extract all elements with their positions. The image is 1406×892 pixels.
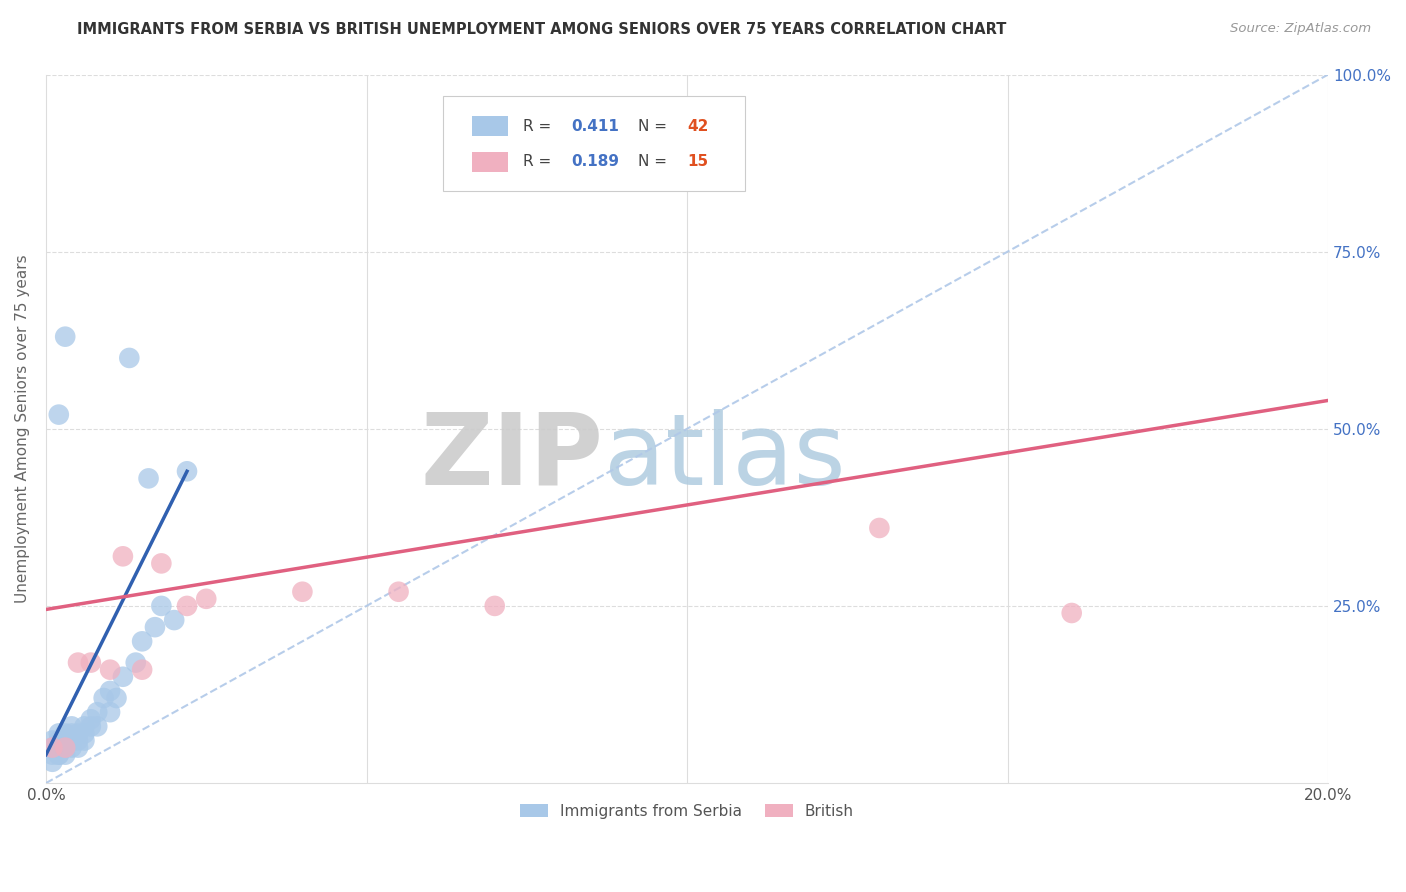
Point: [131, 663, 153, 677]
Point: [707, 117, 730, 131]
Point: [176, 599, 198, 613]
Point: [66, 733, 89, 747]
Point: [48, 408, 70, 422]
Point: [387, 584, 409, 599]
Point: [150, 557, 173, 571]
Point: [195, 591, 218, 606]
Point: [48, 740, 70, 755]
Point: [48, 733, 70, 747]
Text: 15: 15: [688, 154, 709, 169]
Point: [163, 613, 186, 627]
Point: [41, 740, 63, 755]
Point: [60, 719, 83, 733]
Point: [143, 620, 166, 634]
Point: [41, 755, 63, 769]
Text: 0.189: 0.189: [572, 154, 620, 169]
Point: [48, 740, 70, 755]
Point: [125, 656, 148, 670]
Point: [86, 719, 108, 733]
Legend: Immigrants from Serbia, British: Immigrants from Serbia, British: [515, 797, 860, 825]
Point: [53, 740, 76, 755]
Point: [80, 656, 103, 670]
Text: atlas: atlas: [603, 409, 845, 506]
Point: [73, 733, 96, 747]
Point: [41, 740, 63, 755]
Point: [118, 351, 141, 365]
Point: [73, 719, 96, 733]
Text: IMMIGRANTS FROM SERBIA VS BRITISH UNEMPLOYMENT AMONG SENIORS OVER 75 YEARS CORRE: IMMIGRANTS FROM SERBIA VS BRITISH UNEMPL…: [77, 22, 1007, 37]
FancyBboxPatch shape: [471, 116, 508, 136]
Point: [48, 747, 70, 762]
Point: [150, 599, 173, 613]
FancyBboxPatch shape: [471, 152, 508, 171]
Point: [86, 705, 108, 719]
Point: [176, 464, 198, 478]
Text: ZIP: ZIP: [420, 409, 603, 506]
Y-axis label: Unemployment Among Seniors over 75 years: Unemployment Among Seniors over 75 years: [15, 254, 30, 603]
Point: [291, 584, 314, 599]
Point: [48, 726, 70, 740]
FancyBboxPatch shape: [443, 95, 745, 192]
Point: [111, 670, 134, 684]
Point: [66, 740, 89, 755]
Point: [66, 726, 89, 740]
Text: R =: R =: [523, 154, 555, 169]
Point: [93, 691, 115, 706]
Point: [868, 521, 890, 535]
Point: [41, 747, 63, 762]
Point: [66, 656, 89, 670]
Point: [60, 740, 83, 755]
Point: [138, 471, 160, 485]
Point: [80, 712, 103, 726]
Text: Source: ZipAtlas.com: Source: ZipAtlas.com: [1230, 22, 1371, 36]
Point: [53, 329, 76, 343]
Point: [53, 747, 76, 762]
Point: [111, 549, 134, 564]
Point: [53, 726, 76, 740]
Point: [98, 663, 121, 677]
Text: 0.411: 0.411: [572, 119, 620, 134]
Point: [98, 705, 121, 719]
Text: N =: N =: [638, 154, 672, 169]
Point: [98, 684, 121, 698]
Point: [80, 719, 103, 733]
Point: [48, 747, 70, 762]
Text: R =: R =: [523, 119, 555, 134]
Point: [624, 117, 647, 131]
Point: [41, 733, 63, 747]
Text: N =: N =: [638, 119, 672, 134]
Point: [53, 733, 76, 747]
Point: [53, 740, 76, 755]
Point: [131, 634, 153, 648]
Point: [1060, 606, 1083, 620]
Point: [73, 726, 96, 740]
Point: [53, 740, 76, 755]
Point: [60, 733, 83, 747]
Point: [60, 726, 83, 740]
Text: 42: 42: [688, 119, 709, 134]
Point: [484, 599, 506, 613]
Point: [105, 691, 128, 706]
